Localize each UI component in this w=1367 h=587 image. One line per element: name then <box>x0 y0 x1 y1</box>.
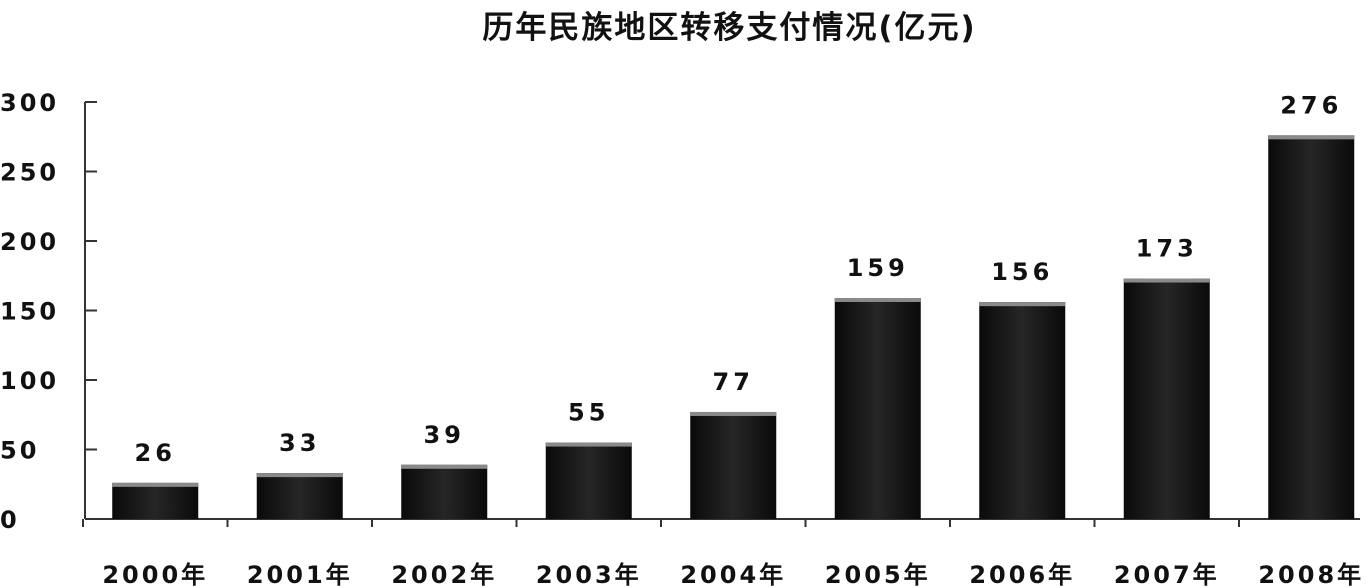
x-category-label: 2006年 <box>969 561 1075 587</box>
bars <box>112 135 1355 520</box>
data-label: 173 <box>1136 235 1198 263</box>
data-label: 156 <box>991 258 1053 286</box>
x-category-label: 2007年 <box>1114 561 1220 587</box>
bar-top-highlight <box>545 442 632 447</box>
labels: 0 50 100 150 200 250 300 26 2000年 33 2001年 39 2002年 5… <box>0 89 1364 587</box>
x-category-label: 2005年 <box>825 561 931 587</box>
x-category-label: 2003年 <box>536 561 642 587</box>
bar <box>1268 135 1355 520</box>
bar-top-highlight <box>1268 135 1355 140</box>
chart-title: 历年民族地区转移支付情况(亿元) <box>482 10 977 46</box>
bar-top-highlight <box>690 411 777 416</box>
y-tick-label: 150 <box>0 298 59 326</box>
bar-top-highlight <box>834 297 921 302</box>
x-category-label: 2004年 <box>680 561 786 587</box>
data-label: 276 <box>1280 91 1342 119</box>
y-tick-label: 0 <box>0 506 20 534</box>
y-tick-label: 250 <box>0 159 59 187</box>
y-tick-label: 50 <box>0 437 39 465</box>
bar <box>834 297 921 519</box>
bar <box>545 442 632 519</box>
bar-top-highlight <box>1123 278 1210 283</box>
y-tick-label: 300 <box>0 89 59 117</box>
x-category-label: 2001年 <box>247 561 353 587</box>
bar-top-highlight <box>112 482 199 487</box>
data-label: 33 <box>279 429 320 457</box>
x-category-label: 2000年 <box>102 561 208 587</box>
bar <box>112 482 199 519</box>
y-tick-label: 100 <box>0 367 59 395</box>
bar-top-highlight <box>256 473 343 478</box>
x-category-label: 2002年 <box>391 561 497 587</box>
bar-top-highlight <box>401 464 488 469</box>
x-category-label: 2008年 <box>1258 561 1364 587</box>
data-label: 77 <box>713 368 754 396</box>
data-label: 55 <box>568 399 609 427</box>
bar-top-highlight <box>979 302 1066 307</box>
bar <box>1123 278 1210 519</box>
data-label: 26 <box>135 439 176 467</box>
data-label: 159 <box>847 254 909 282</box>
data-label: 39 <box>424 421 465 449</box>
bar <box>256 473 343 519</box>
y-tick-label: 200 <box>0 228 59 256</box>
bar <box>401 464 488 519</box>
bar <box>690 411 777 519</box>
bar <box>979 302 1066 519</box>
